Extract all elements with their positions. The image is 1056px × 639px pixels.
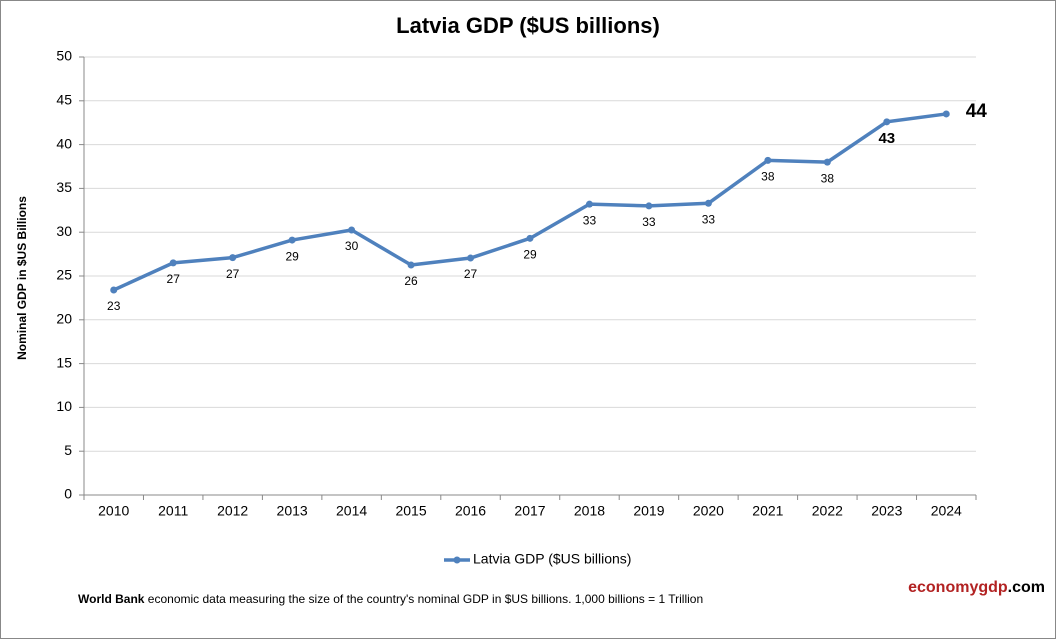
y-tick-label: 35 (56, 179, 72, 195)
value-label: 30 (345, 239, 359, 253)
x-tick-label: 2014 (336, 503, 367, 519)
marker (823, 158, 831, 166)
y-tick-label: 0 (64, 486, 72, 502)
marker (585, 200, 593, 208)
marker (704, 199, 712, 207)
y-tick-label: 15 (56, 354, 72, 370)
value-label: 38 (821, 171, 835, 185)
x-tick-label: 2011 (158, 503, 188, 519)
x-tick-label: 2010 (98, 503, 129, 519)
brand-suffix: .com (1008, 579, 1045, 596)
footer-text: economic data measuring the size of the … (148, 592, 703, 606)
y-tick-label: 25 (56, 267, 72, 283)
value-label: 27 (464, 267, 478, 281)
marker (526, 234, 534, 242)
marker (229, 254, 237, 262)
value-label: 33 (642, 215, 656, 229)
marker (764, 156, 772, 164)
x-tick-label: 2024 (931, 503, 962, 519)
x-tick-label: 2016 (455, 503, 486, 519)
value-label: 23 (107, 299, 121, 313)
y-tick-label: 20 (56, 311, 72, 327)
value-label: 38 (761, 170, 775, 184)
value-label: 33 (702, 212, 716, 226)
footer-note: World Bank economic data measuring the s… (78, 592, 703, 606)
y-tick-label: 50 (56, 48, 72, 64)
x-tick-label: 2017 (514, 503, 545, 519)
marker (348, 226, 356, 234)
value-label: 27 (167, 272, 181, 286)
value-label: 27 (226, 267, 240, 281)
y-tick-label: 30 (56, 223, 72, 239)
chart-title: Latvia GDP ($US billions) (396, 13, 660, 38)
x-tick-label: 2012 (217, 503, 248, 519)
value-label: 44 (966, 101, 988, 122)
brand-name: economygdp (908, 579, 1008, 596)
y-axis-label: Nominal GDP in $US Billions (15, 196, 29, 360)
x-tick-label: 2022 (812, 503, 843, 519)
value-label: 26 (404, 274, 418, 288)
x-tick-label: 2023 (871, 503, 902, 519)
x-tick-label: 2013 (277, 503, 308, 519)
y-tick-label: 45 (56, 92, 72, 108)
marker (288, 236, 296, 244)
marker (407, 261, 415, 269)
y-tick-label: 5 (64, 442, 72, 458)
marker (110, 286, 118, 294)
marker (942, 110, 950, 118)
x-tick-label: 2018 (574, 503, 605, 519)
y-tick-label: 10 (56, 398, 72, 414)
marker (645, 202, 653, 210)
value-label: 33 (583, 213, 597, 227)
legend-marker (453, 556, 461, 564)
brand: economygdp.com (908, 579, 1045, 596)
x-tick-label: 2019 (633, 503, 664, 519)
value-label: 29 (285, 249, 299, 263)
x-tick-label: 2015 (395, 503, 426, 519)
value-label: 43 (878, 130, 895, 147)
x-tick-label: 2020 (693, 503, 724, 519)
marker (883, 118, 891, 126)
marker (169, 259, 177, 267)
value-label: 29 (523, 248, 537, 262)
y-tick-label: 40 (56, 135, 72, 151)
footer-source: World Bank (78, 592, 145, 606)
marker (467, 254, 475, 262)
x-tick-label: 2021 (752, 503, 783, 519)
legend-label: Latvia GDP ($US billions) (473, 551, 631, 567)
